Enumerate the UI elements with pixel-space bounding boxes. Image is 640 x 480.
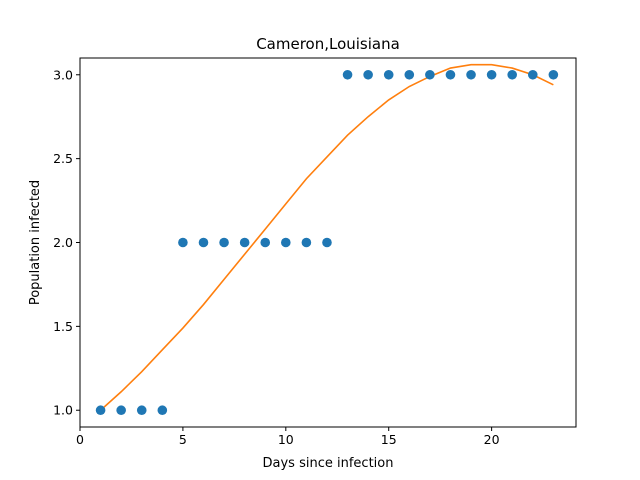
- scatter-point: [363, 69, 373, 80]
- y-axis: 1.0 1.5 2.0 2.5 3.0: [53, 67, 80, 418]
- scatter-point: [445, 69, 456, 80]
- scatter-point: [260, 237, 271, 248]
- scatter-point: [322, 237, 332, 248]
- scatter-point: [281, 237, 291, 248]
- plot-frame: [79, 57, 577, 428]
- scatter-point: [486, 69, 497, 80]
- x-tick-label: 20: [484, 432, 500, 447]
- x-tick-label: 15: [381, 432, 397, 447]
- scatter-point: [219, 237, 229, 248]
- scatter-point: [527, 69, 538, 80]
- y-axis-label: Population infected: [28, 180, 43, 305]
- scatter-point: [383, 69, 394, 80]
- scatter-point: [507, 69, 517, 80]
- scatter-point: [301, 237, 312, 248]
- scatter-point: [425, 69, 435, 80]
- scatter-point: [178, 237, 188, 248]
- fit-curve-layer: [100, 63, 554, 411]
- y-tick-label: 3.0: [53, 67, 73, 82]
- x-axis-label: Days since infection: [263, 456, 394, 471]
- scatter-points-layer: [95, 69, 559, 416]
- x-tick-label: 0: [76, 432, 84, 447]
- scatter-point: [239, 237, 250, 248]
- y-tick-label: 2.5: [53, 151, 73, 166]
- x-axis: 0 5 10 15 20: [76, 427, 500, 447]
- scatter-point: [116, 405, 126, 416]
- scatter-point: [157, 405, 168, 416]
- x-tick-label: 5: [179, 432, 187, 447]
- scatter-point: [404, 69, 415, 80]
- y-tick-label: 2.0: [53, 235, 73, 250]
- scatter-point: [466, 69, 476, 80]
- scatter-point: [548, 69, 559, 80]
- scatter-point: [136, 405, 147, 416]
- y-tick-label: 1.0: [53, 403, 73, 418]
- x-tick-label: 10: [278, 432, 294, 447]
- scatter-point: [95, 405, 106, 416]
- y-tick-label: 1.5: [53, 319, 73, 334]
- fit-curve-line: [100, 63, 554, 411]
- scatter-point: [198, 237, 209, 248]
- scatter-point: [342, 69, 353, 80]
- chart-title: Cameron,Louisiana: [256, 35, 400, 53]
